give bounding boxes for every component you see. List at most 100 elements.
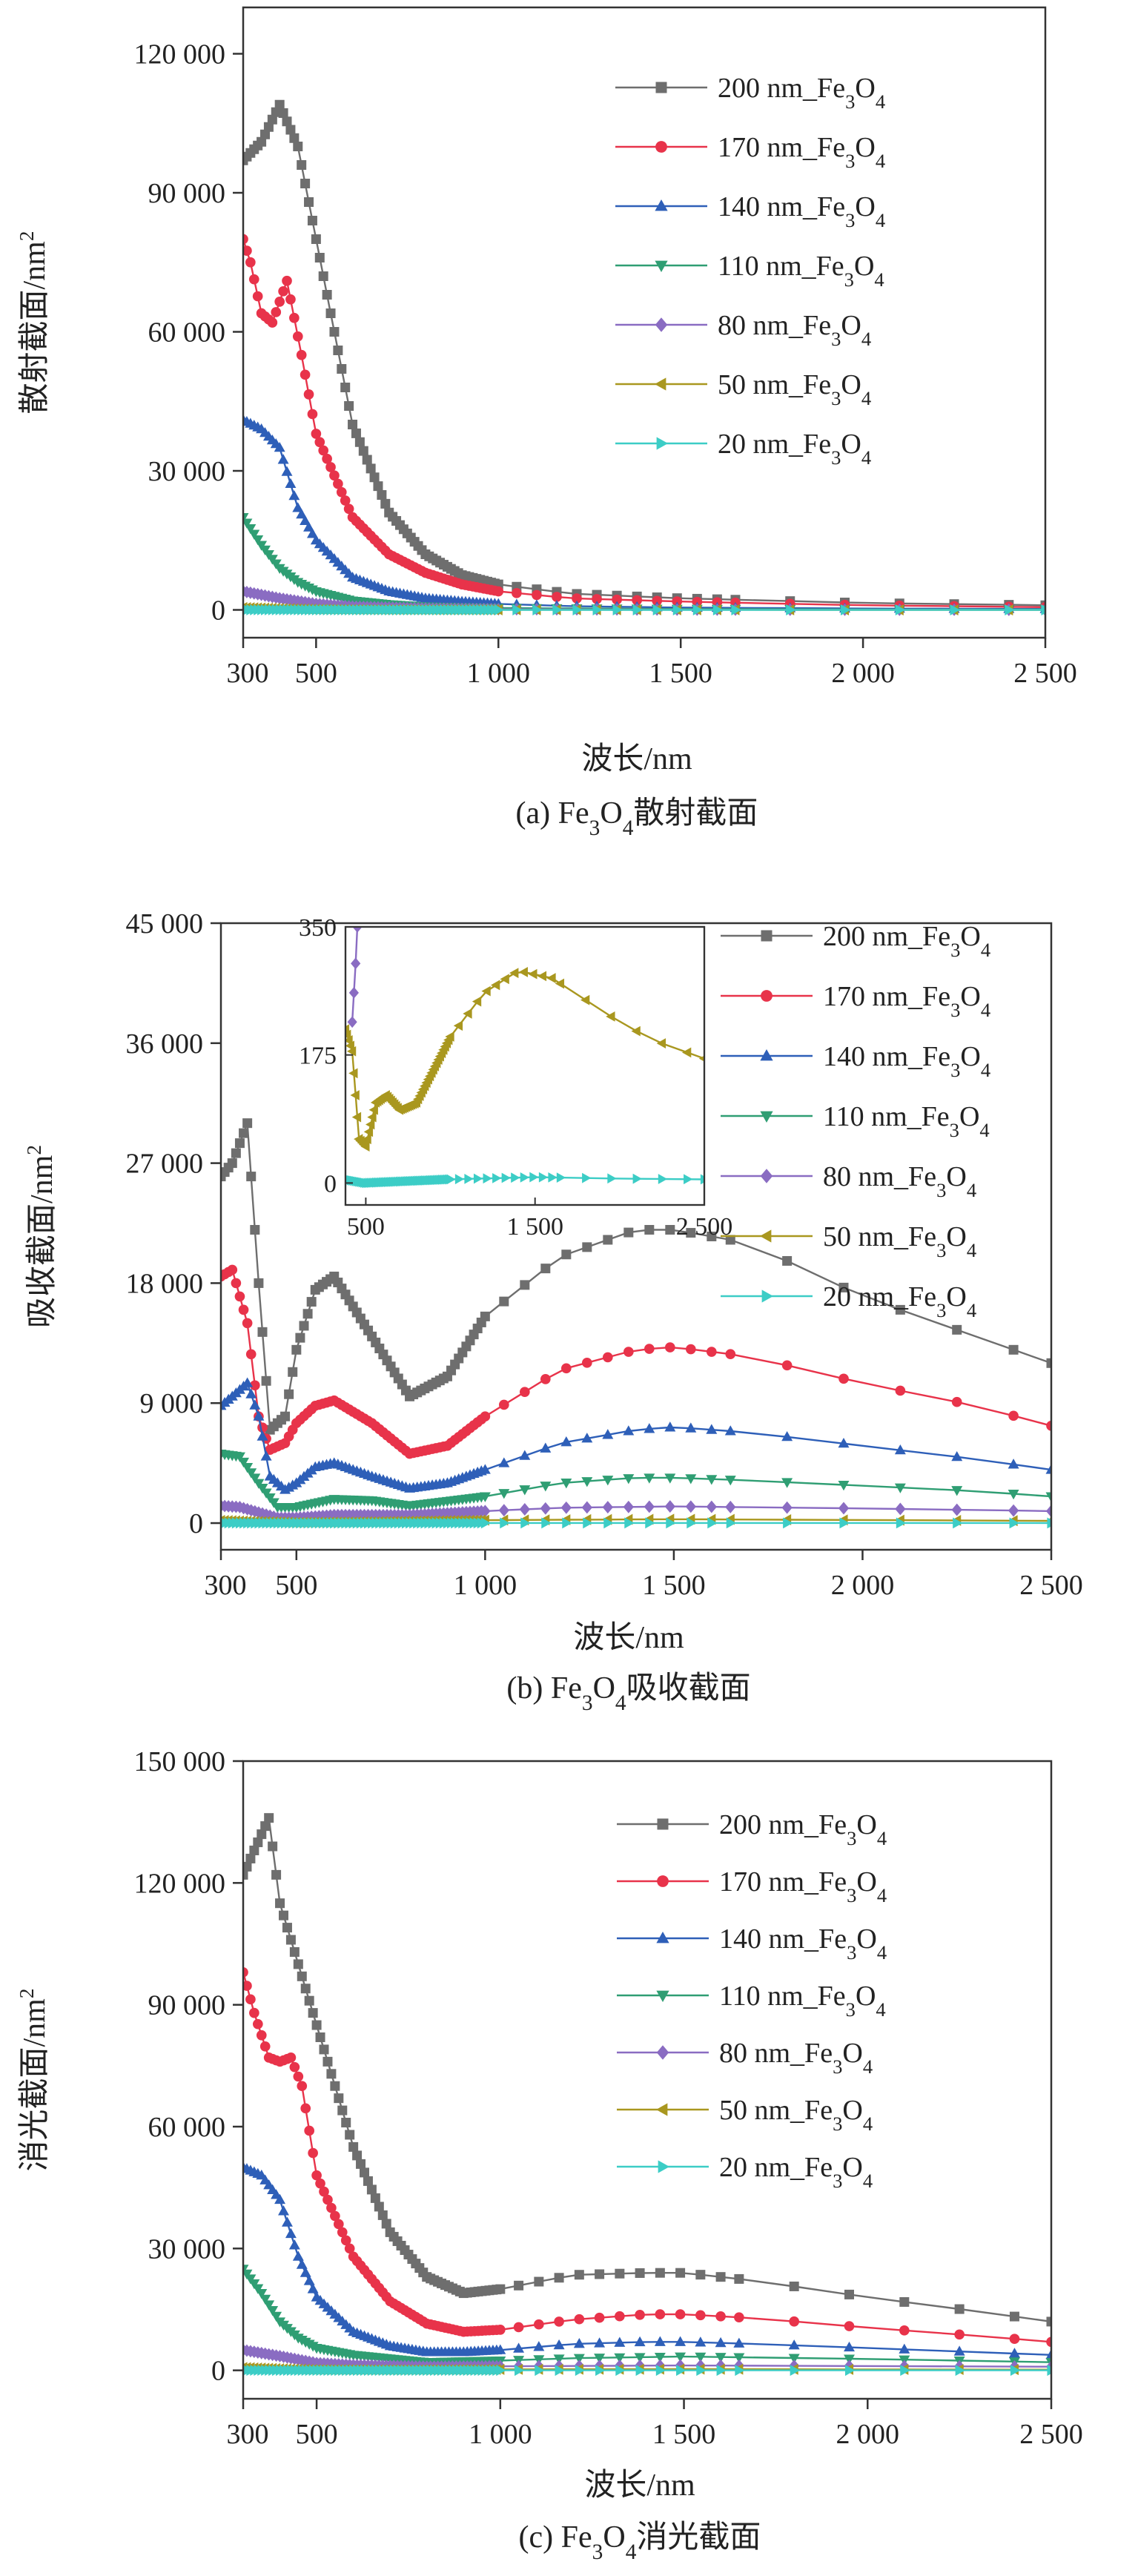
label-text: O xyxy=(842,2095,862,2126)
data-point-170-nm xyxy=(623,1347,634,1357)
data-point-110-nm xyxy=(553,2354,565,2365)
data-point-110-nm xyxy=(715,2353,727,2363)
data-point-200-nm xyxy=(249,1846,259,1856)
data-point-200-nm xyxy=(304,197,314,207)
data-point-200-nm xyxy=(954,2304,965,2314)
data-point-20-nm xyxy=(635,2365,646,2377)
label-subscript: 3 xyxy=(831,446,841,469)
data-point-170-nm xyxy=(285,2052,297,2063)
data-point-140-nm xyxy=(715,2336,727,2348)
data-point-200-nm xyxy=(370,2193,380,2203)
data-point-20-nm xyxy=(692,604,704,615)
data-point-110-nm xyxy=(634,2353,646,2363)
data-point-80-nm xyxy=(685,1500,696,1513)
data-point-200-nm xyxy=(380,871,389,880)
data-point-20-nm xyxy=(953,1517,963,1529)
data-point-170-nm xyxy=(951,1396,962,1407)
plot-frame xyxy=(219,922,1053,1551)
legend-marker xyxy=(655,199,668,211)
data-point-200-nm xyxy=(403,871,412,880)
data-point-170-nm xyxy=(340,2235,351,2246)
data-point-110-nm xyxy=(234,1452,245,1462)
data-point-80-nm xyxy=(380,885,389,896)
data-point-170-nm xyxy=(1046,1420,1051,1431)
data-point-80-nm xyxy=(439,885,449,896)
data-point-80-nm xyxy=(951,1503,962,1516)
data-point-20-nm xyxy=(555,2365,565,2377)
label-text: O xyxy=(600,796,622,830)
x-tick-label: 1 000 xyxy=(467,658,531,689)
legend-marker xyxy=(656,2103,668,2116)
data-point-20-nm xyxy=(480,1517,492,1529)
data-point-110-nm xyxy=(248,529,260,540)
inset-y-tick-label: 175 xyxy=(299,1043,337,1070)
data-point-170-nm xyxy=(513,2322,524,2333)
legend-label: 50 nm_Fe3O4 xyxy=(719,2095,873,2135)
data-point-140-nm xyxy=(253,1410,265,1421)
label-subscript: 3 xyxy=(950,1119,959,1141)
data-point-50-nm xyxy=(453,1020,463,1031)
data-point-200-nm xyxy=(838,1282,849,1292)
y-tick-label: 36 000 xyxy=(126,1028,204,1060)
data-point-110-nm xyxy=(581,1477,593,1487)
data-point-20-nm xyxy=(844,2365,856,2377)
data-point-200-nm xyxy=(734,2273,744,2284)
label-text: 吸收截面 xyxy=(626,1671,751,1705)
data-point-170-nm xyxy=(315,2178,325,2189)
label-text: 200 nm_Fe xyxy=(718,73,845,104)
data-point-170-nm xyxy=(844,2321,855,2331)
data-point-200-nm xyxy=(385,871,394,880)
legend-label: 140 nm_Fe3O4 xyxy=(719,1923,887,1964)
data-point-200-nm xyxy=(454,871,463,880)
data-point-170-nm xyxy=(289,2061,300,2073)
legend-item-80-nm: 80 nm_Fe3O4 xyxy=(615,310,871,350)
series-200-nm xyxy=(243,1813,1051,2327)
data-point-140-nm xyxy=(296,2259,308,2269)
data-point-200-nm xyxy=(899,2296,910,2307)
data-point-80-nm xyxy=(472,885,482,896)
data-point-20-nm xyxy=(726,1517,737,1529)
data-point-200-nm xyxy=(243,1861,252,1872)
data-point-80-nm xyxy=(368,885,377,896)
data-point-20-nm xyxy=(786,604,796,615)
data-point-200-nm xyxy=(495,2284,506,2294)
label-subscript: 3 xyxy=(845,90,855,113)
label-subscript: 4 xyxy=(967,1179,976,1201)
data-point-200-nm xyxy=(288,1367,298,1377)
label-subscript: 4 xyxy=(876,90,885,113)
label-subscript: 4 xyxy=(863,2113,873,2135)
data-point-200-nm xyxy=(268,1841,278,1852)
data-point-110-nm xyxy=(706,1475,718,1485)
legend-label: 20 nm_Fe3O4 xyxy=(719,2152,873,2192)
data-point-80-nm xyxy=(430,885,440,896)
data-point-80-nm xyxy=(437,885,447,896)
data-point-20-nm xyxy=(950,604,960,615)
label-text: O xyxy=(856,1923,876,1955)
label-subscript: 3 xyxy=(589,816,601,840)
label-subscript: 4 xyxy=(626,2540,637,2564)
data-point-20-nm xyxy=(707,1517,718,1529)
label-subscript: 4 xyxy=(861,387,871,409)
label-text: 170 nm_Fe xyxy=(718,132,845,163)
data-point-200-nm xyxy=(285,1935,296,1945)
data-point-170-nm xyxy=(512,588,522,598)
data-point-110-nm xyxy=(249,1473,261,1484)
data-point-200-nm xyxy=(282,1923,292,1933)
label-text: 170 nm_Fe xyxy=(823,981,950,1012)
x-tick-label: 500 xyxy=(275,1570,317,1601)
data-point-170-nm xyxy=(256,2030,267,2041)
y-tick-label: 27 000 xyxy=(126,1149,204,1180)
data-point-20-nm xyxy=(541,1517,552,1529)
data-point-50-nm xyxy=(481,985,491,997)
label-text: O xyxy=(855,132,875,163)
data-point-80-nm xyxy=(644,1500,655,1513)
data-point-80-nm xyxy=(446,885,455,896)
data-point-200-nm xyxy=(365,871,374,880)
data-point-170-nm xyxy=(498,1399,509,1410)
series-line-140-nm xyxy=(221,1381,1051,1491)
data-point-200-nm xyxy=(357,871,365,880)
series-80-nm xyxy=(347,885,482,1028)
data-point-170-nm xyxy=(271,307,282,317)
label-subscript: 3 xyxy=(846,1998,856,2021)
legend-item-140-nm: 140 nm_Fe3O4 xyxy=(617,1923,887,1964)
